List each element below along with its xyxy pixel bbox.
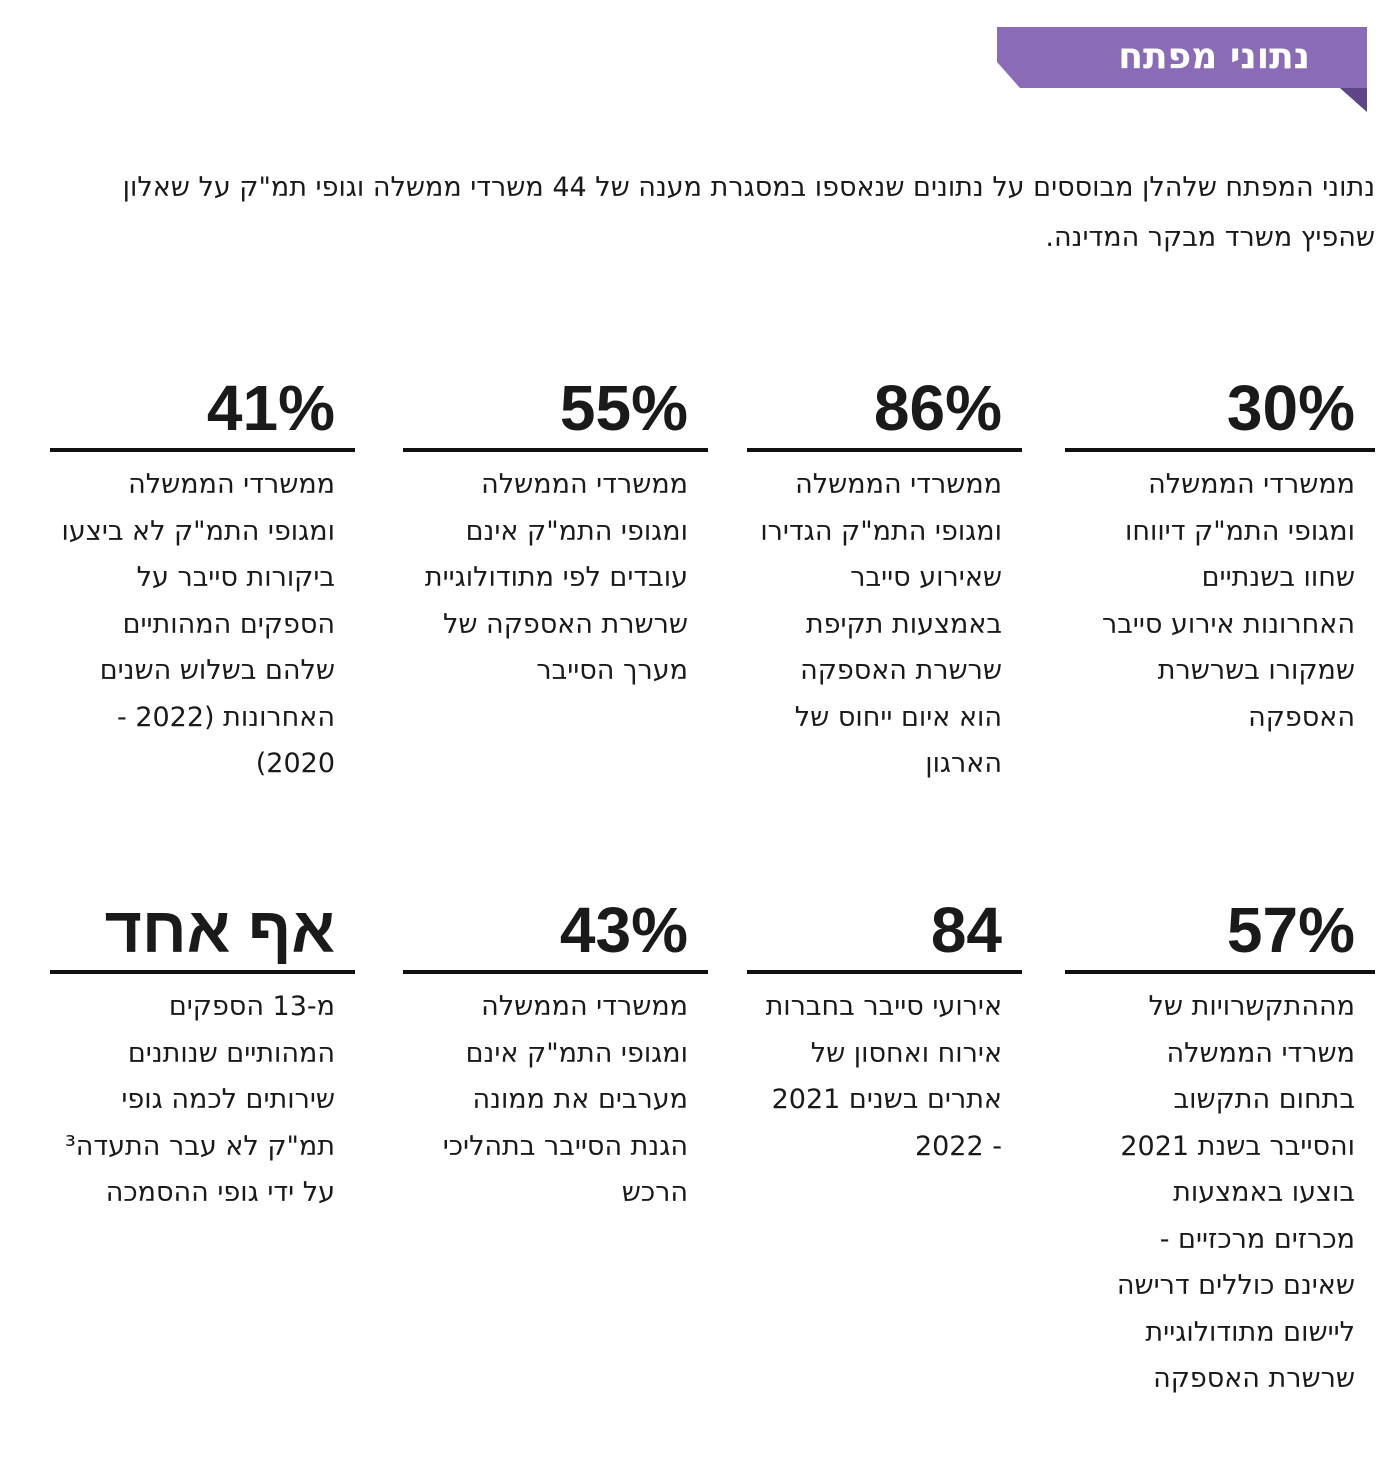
stat-text: אירועי סייבר בחברות אירוח ואחסון של אתרי…	[765, 991, 1002, 1162]
stat-value: 55%	[559, 372, 688, 444]
intro: נתוני המפתח שלהלן מבוססים על נתונים שנאס…	[122, 172, 1375, 253]
divider	[50, 448, 355, 452]
stat-text: ממשרדי הממשלה ומגופי התמ"ק אינם עובדים ל…	[424, 469, 688, 686]
stat-card: 55% ממשרדי הממשלה ומגופי התמ"ק אינם עובדי…	[403, 368, 708, 695]
stat-value: 84	[930, 894, 1002, 966]
divider	[1065, 970, 1375, 974]
stat-card: 30% ממשרדי הממשלה ומגופי התמ"ק דיווחו שחו…	[1065, 368, 1375, 741]
stat-card: 43% ממשרדי הממשלה ומגופי התמ"ק אינם מערבי…	[403, 890, 708, 1217]
stat-card: 84 אירועי סייבר בחברות אירוח ואחסון של את…	[747, 890, 1022, 1170]
stat-card: 86% ממשרדי הממשלה ומגופי התמ"ק הגדירו שאי…	[747, 368, 1022, 788]
stat-text: ממשרדי הממשלה ומגופי התמ"ק הגדירו שאירוע…	[760, 469, 1002, 779]
stat-text: מההתקשרויות של משרדי הממשלה בתחום התקשוב…	[1116, 991, 1355, 1394]
stat-text: ממשרדי הממשלה ומגופי התמ"ק לא ביצעו ביקו…	[61, 469, 335, 779]
stat-text: ממשרדי הממשלה ומגופי התמ"ק אינם מערבים א…	[442, 991, 688, 1208]
stat-value: 41%	[206, 372, 335, 444]
stat-text: ממשרדי הממשלה ומגופי התמ"ק דיווחו שחוו ב…	[1101, 469, 1355, 733]
divider	[50, 970, 355, 974]
banner	[997, 27, 1367, 112]
stat-card: 41% ממשרדי הממשלה ומגופי התמ"ק לא ביצעו ב…	[50, 368, 355, 788]
stat-card: אף אחד מ-13 הספקים המהותיים שנותנים שירות…	[50, 890, 355, 1217]
banner-shape	[997, 27, 1367, 112]
divider	[747, 970, 1022, 974]
divider	[403, 448, 708, 452]
stat-value: 43%	[559, 894, 688, 966]
divider	[1065, 448, 1375, 452]
stat-card: 57% מההתקשרויות של משרדי הממשלה בתחום התק…	[1065, 890, 1375, 1403]
divider	[747, 448, 1022, 452]
section-title: נתוני מפתח	[1118, 36, 1310, 77]
stat-value: 57%	[1226, 894, 1355, 966]
stat-value: אף אחד	[104, 894, 335, 966]
stat-value: 86%	[873, 372, 1002, 444]
divider	[403, 970, 708, 974]
stat-text: מ-13 הספקים המהותיים שנותנים שירותים לכמ…	[64, 991, 335, 1208]
stat-value: 30%	[1226, 372, 1355, 444]
banner-fold	[1340, 88, 1367, 112]
